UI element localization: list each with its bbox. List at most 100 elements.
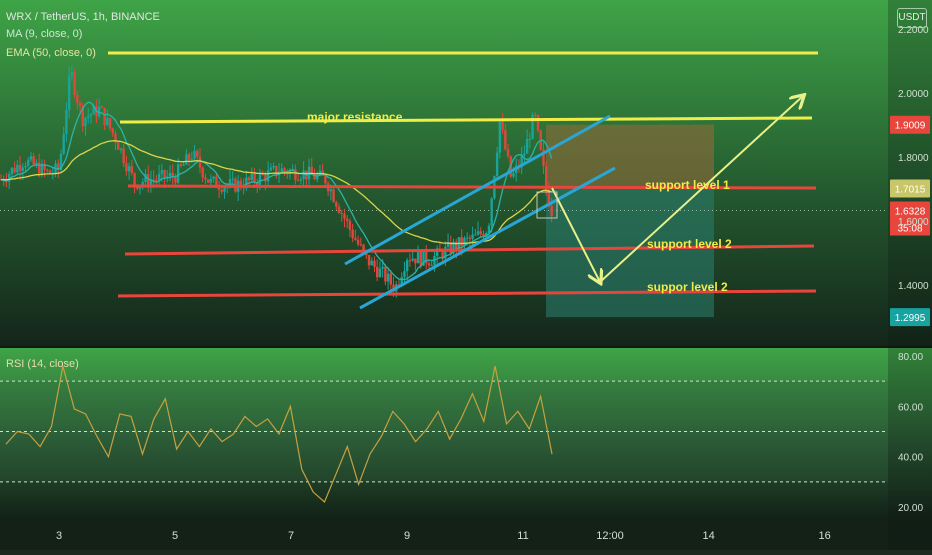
- candle-body: [430, 265, 433, 267]
- candle-body: [212, 176, 215, 179]
- annotation-support-level-1: support level 1: [645, 178, 730, 192]
- candle-body: [359, 244, 363, 246]
- candle-body: [435, 248, 439, 257]
- channel-upper-line[interactable]: [344, 114, 611, 266]
- candle-body: [498, 121, 502, 153]
- ma-legend[interactable]: MA (9, close, 0): [6, 28, 83, 40]
- rsi-pane[interactable]: [0, 348, 932, 520]
- candle-body: [239, 180, 243, 188]
- candle-body: [340, 212, 343, 214]
- candle-body: [542, 149, 545, 167]
- candle-body: [264, 174, 267, 182]
- channel-lower-line[interactable]: [359, 166, 616, 310]
- candle-body: [294, 169, 297, 181]
- candle-body: [351, 229, 354, 239]
- ema-legend[interactable]: EMA (50, close, 0): [6, 47, 96, 59]
- candle-body: [215, 176, 218, 188]
- candle-body: [125, 163, 128, 172]
- support-level-2-line[interactable]: [124, 244, 815, 256]
- candle-body: [405, 260, 409, 272]
- candle-body: [460, 237, 463, 247]
- candle-body: [76, 94, 79, 103]
- candle-body: [163, 170, 166, 179]
- time-axis-tick: 9: [404, 530, 410, 542]
- annotation-support-level-2: support level 2: [647, 237, 732, 251]
- candle-body: [155, 179, 158, 181]
- time-axis[interactable]: [0, 520, 932, 550]
- candle-body: [187, 154, 191, 160]
- candle-body: [114, 133, 117, 143]
- ema-50-line[interactable]: [1, 140, 552, 245]
- candle-body: [348, 220, 352, 230]
- candle-body: [310, 166, 313, 175]
- candle-body: [160, 170, 164, 174]
- candle-body: [152, 179, 155, 181]
- candle-body: [528, 138, 532, 140]
- rsi-legend[interactable]: RSI (14, close): [6, 358, 79, 370]
- candle-body: [373, 260, 376, 267]
- projection-arrow-down[interactable]: [551, 187, 600, 282]
- price-axis-tick: 1.6000: [898, 217, 929, 228]
- candle-body: [247, 177, 251, 181]
- candle-body: [185, 154, 188, 165]
- candle-body: [117, 142, 120, 150]
- candle-body: [57, 163, 60, 171]
- price-label-box: [890, 179, 930, 198]
- candle-body: [27, 159, 30, 166]
- candle-body: [291, 169, 294, 171]
- symbol-title[interactable]: WRX / TetherUS, 1h, BINANCE: [6, 11, 160, 23]
- time-axis-tick: 16: [818, 530, 830, 542]
- candle-body: [397, 284, 401, 286]
- candle-body: [174, 177, 177, 183]
- candle-body: [362, 244, 365, 251]
- candle-body: [427, 263, 431, 266]
- candle-body: [506, 149, 510, 157]
- candle-body: [370, 260, 373, 266]
- candle-body: [534, 114, 537, 116]
- currency-button[interactable]: USDT: [897, 8, 927, 28]
- support-level-2b-line[interactable]: [117, 289, 817, 298]
- candle-body: [479, 231, 482, 235]
- candle-body: [149, 179, 153, 187]
- candle-body: [87, 115, 90, 118]
- price-pane[interactable]: [0, 0, 932, 346]
- major-resistance-line[interactable]: [119, 116, 813, 124]
- ma-9-line[interactable]: [0, 101, 553, 281]
- candle-body: [223, 187, 226, 192]
- candle-body: [256, 182, 259, 185]
- candle-body: [108, 117, 112, 129]
- rsi-line[interactable]: [5, 365, 553, 504]
- candle-body: [32, 156, 35, 165]
- candle-body: [444, 246, 447, 259]
- take-profit-zone[interactable]: [546, 188, 714, 318]
- candle-body: [92, 105, 95, 115]
- candle-body: [261, 173, 264, 175]
- support-level-1-line[interactable]: [127, 184, 817, 190]
- candle-body: [48, 170, 52, 174]
- candle-body: [501, 121, 504, 131]
- candle-body: [198, 156, 202, 168]
- candle-body: [476, 231, 480, 235]
- candle-body: [84, 117, 87, 127]
- candle-body: [335, 202, 338, 207]
- rsi-axis-tick: 40.00: [898, 453, 923, 464]
- candle-body: [463, 237, 466, 247]
- price-label: 1.9009: [895, 121, 926, 132]
- candle-body: [550, 206, 553, 216]
- price-axis[interactable]: [888, 0, 932, 550]
- projection-arrow-up[interactable]: [599, 96, 803, 283]
- price-axis-tick: 1.8000: [898, 153, 929, 164]
- price-label: 1.2995: [895, 313, 926, 324]
- rsi-axis-tick: 20.00: [898, 503, 923, 514]
- candle-body: [520, 155, 523, 168]
- candle-body: [147, 174, 150, 187]
- candle-body: [266, 170, 270, 182]
- candle-body: [288, 170, 292, 174]
- candle-body: [531, 114, 534, 139]
- candle-body: [62, 133, 65, 154]
- candle-body: [89, 114, 93, 116]
- candle-body: [141, 182, 144, 185]
- candle-body: [70, 71, 74, 76]
